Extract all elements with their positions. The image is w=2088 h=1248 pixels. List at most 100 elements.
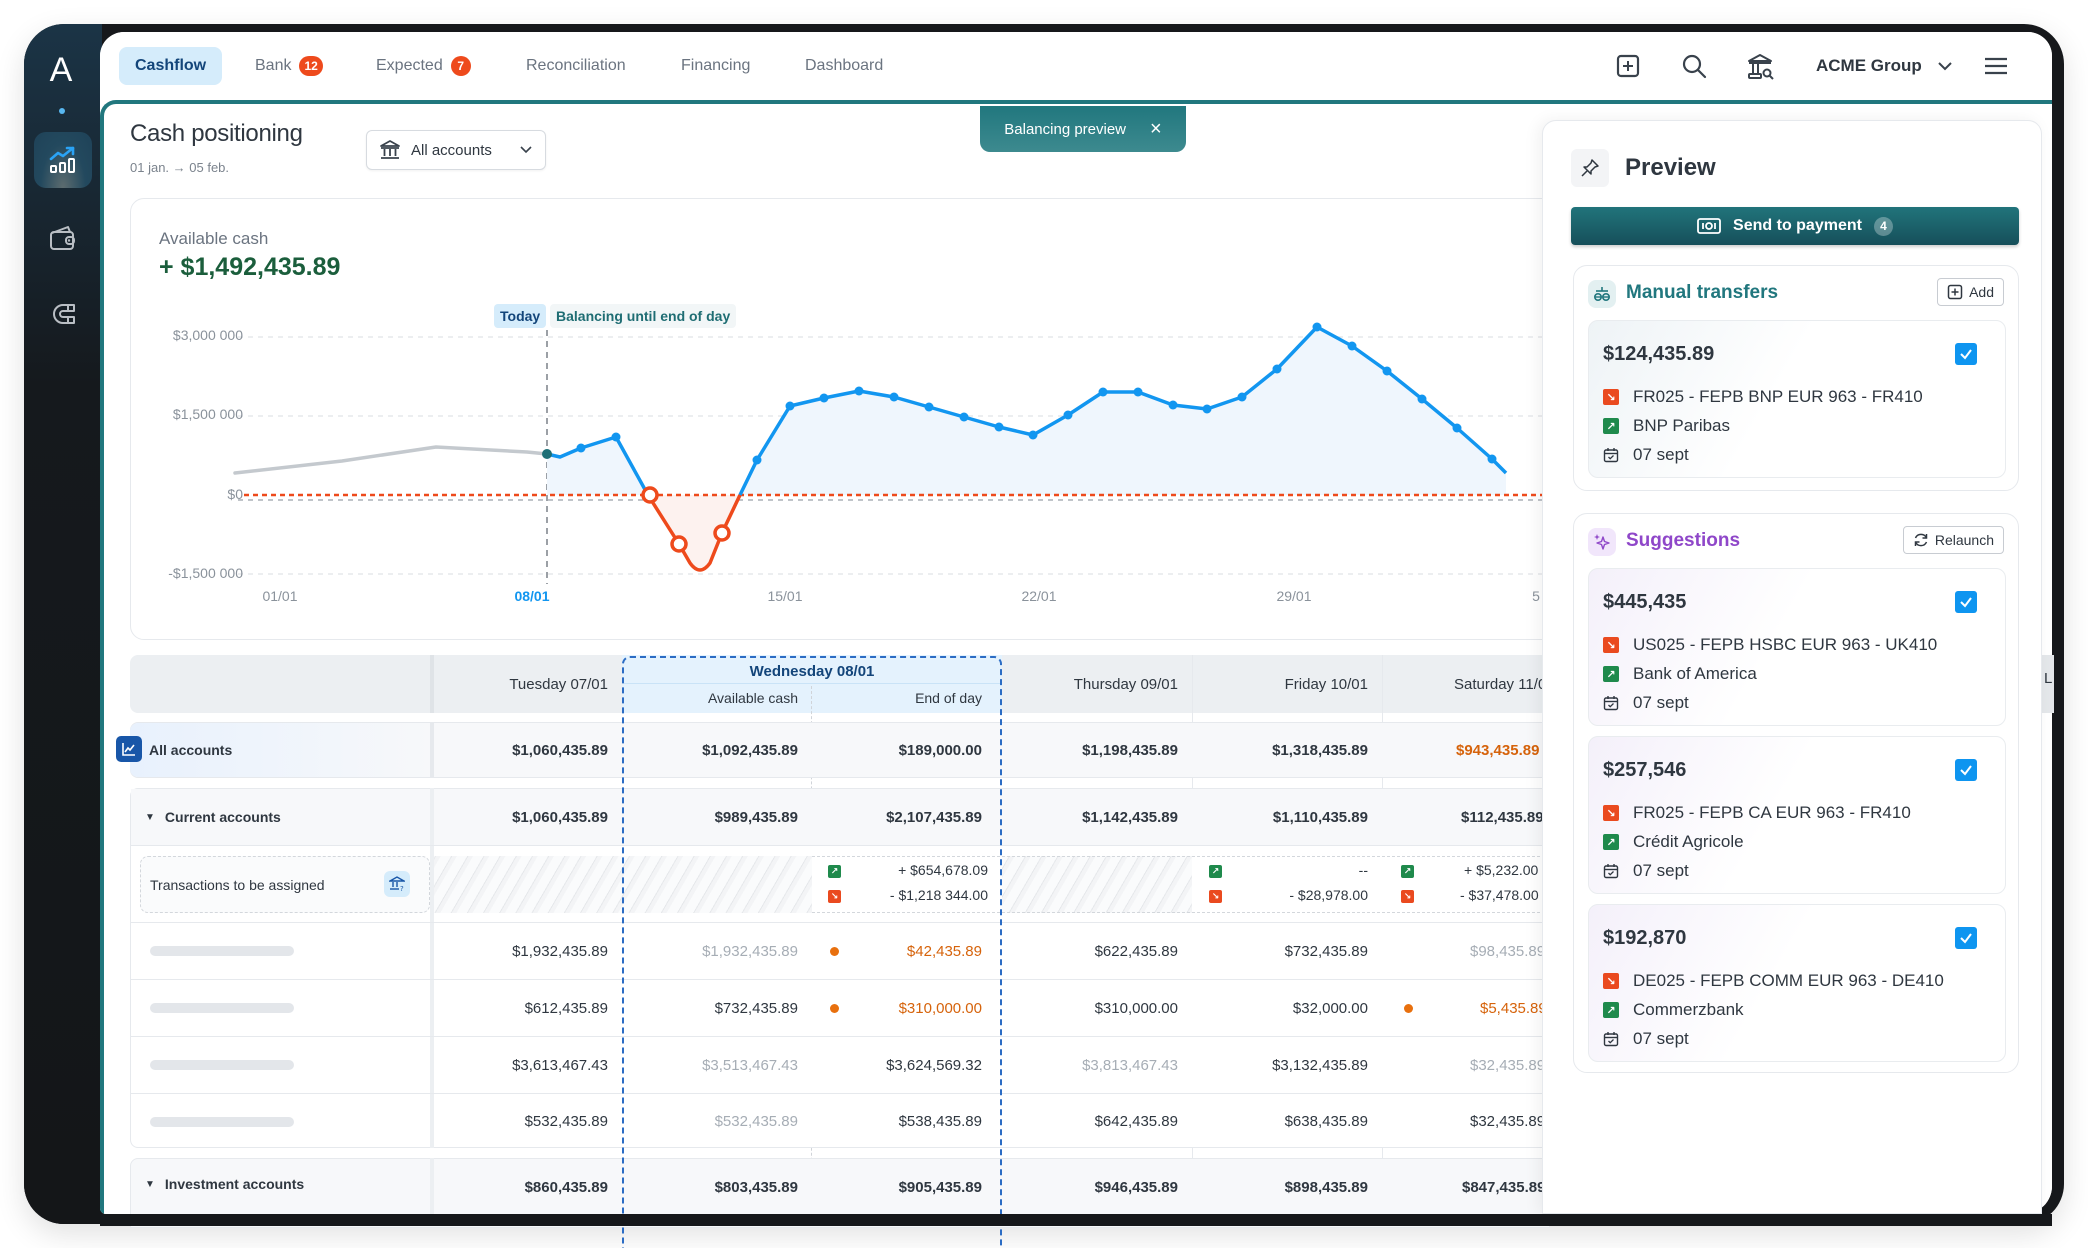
account-selector[interactable]: All accounts [366, 130, 546, 170]
column-header-friday[interactable]: Friday 10/01 [1284, 675, 1368, 693]
assign-bank-button[interactable]: ? [384, 871, 410, 897]
source-account: US025 - FEPB HSBC EUR 963 - UK410 [1633, 635, 1938, 654]
tab-reconciliation[interactable]: Reconciliation [510, 47, 642, 85]
current-accounts-toggle[interactable]: ▼ Current accounts [145, 789, 281, 845]
bank-search-button[interactable] [1746, 52, 1776, 82]
suggestion-checkbox[interactable] [1955, 927, 1977, 949]
scale-icon [1588, 280, 1616, 308]
row-label: Investment accounts [164, 1176, 305, 1192]
organization-switcher[interactable]: ACME Group [1816, 52, 1954, 80]
cell: $32,435.89 [1470, 1112, 1546, 1130]
suggestion-card[interactable]: $257,546 ↘ FR025 - FEPB CA EUR 963 - FR41… [1588, 736, 2006, 894]
suggestion-date: 07 sept [1603, 861, 1689, 881]
calendar-check-icon [1603, 864, 1619, 879]
cell: $3,813,467.43 [1082, 1056, 1178, 1074]
preview-panel: Preview Send to payment 4 Manual transfe… [1542, 120, 2042, 1214]
add-button[interactable] [1614, 52, 1642, 80]
transfer-date: 07 sept [1603, 445, 1689, 465]
close-icon[interactable]: × [1150, 117, 1162, 140]
incoming-arrow-icon: ↗ [1603, 1002, 1619, 1018]
sidebar-item-wallet[interactable] [34, 210, 92, 266]
chevron-down-icon [1938, 62, 1952, 71]
tab-dashboard[interactable]: Dashboard [789, 47, 899, 85]
tab-bank[interactable]: Bank 12 [239, 47, 339, 85]
cell: $989,435.89 [714, 808, 798, 826]
transfer-source: ↘ FR025 - FEPB BNP EUR 963 - FR410 [1603, 387, 1923, 407]
send-to-payment-button[interactable]: Send to payment 4 [1571, 207, 2019, 245]
date-value: 07 sept [1633, 445, 1689, 464]
row-label: Transactions to be assigned [150, 876, 325, 893]
app-logo[interactable]: A [49, 51, 73, 89]
cell: $847,435.89 [1462, 1178, 1546, 1196]
cell: $538,435.89 [898, 1112, 982, 1130]
tab-expected[interactable]: Expected 7 [360, 47, 487, 85]
table-row-current-accounts[interactable] [131, 789, 1550, 845]
cell: $732,435.89 [1284, 942, 1368, 960]
transfer-card[interactable]: $124,435.89 ↘ FR025 - FEPB BNP EUR 963 -… [1588, 320, 2006, 478]
incoming-arrow-icon: ↗ [1603, 666, 1619, 682]
suggestion-source: ↘ US025 - FEPB HSBC EUR 963 - UK410 [1603, 635, 1937, 655]
current-accounts-group [130, 788, 1550, 1148]
manual-transfers-title: Manual transfers [1626, 282, 1779, 303]
search-icon [1682, 54, 1707, 79]
banknote-icon [1697, 218, 1721, 234]
cell: $642,435.89 [1094, 1112, 1178, 1130]
cell-outgoing: - $1,218 344.00 [889, 886, 988, 903]
suggestion-amount: $257,546 [1603, 759, 1687, 781]
line-chart-icon [122, 743, 135, 756]
x-tick: 15/01 [767, 588, 803, 604]
assign-row-border [812, 856, 1550, 913]
relaunch-button[interactable]: Relaunch [1902, 526, 2004, 554]
suggestion-card[interactable]: $445,435 ↘ US025 - FEPB HSBC EUR 963 - UK… [1588, 568, 2006, 726]
cell: $1,932,435.89 [512, 942, 608, 960]
magnet-icon [53, 304, 75, 324]
investment-accounts-toggle[interactable]: ▼ Investment accounts [145, 1158, 304, 1210]
suggestion-card[interactable]: $192,870 ↘ DE025 - FEPB COMM EUR 963 - DE… [1588, 904, 2006, 1062]
bank-search-icon [1748, 54, 1774, 80]
add-transfer-button[interactable]: Add [1937, 278, 2004, 306]
manual-transfers-section: Manual transfers Add $124,435.89 ↘ FR025… [1573, 265, 2019, 491]
tab-financing[interactable]: Financing [665, 47, 766, 85]
preview-title: Preview [1625, 154, 1716, 181]
row-label-bg [130, 723, 430, 777]
column-header-thursday[interactable]: Thursday 09/01 [1073, 675, 1178, 693]
transactions-to-assign-row[interactable] [140, 856, 430, 913]
row-divider [131, 1093, 1550, 1094]
cell: $1,060,435.89 [512, 808, 608, 826]
calendar-check-icon [1603, 448, 1619, 463]
transfer-checkbox[interactable] [1955, 343, 1977, 365]
sidebar [24, 24, 102, 1224]
relaunch-label: Relaunch [1934, 532, 1994, 548]
send-to-payment-label: Send to payment [1733, 217, 1862, 234]
cell: $532,435.89 [714, 1112, 798, 1130]
date-range[interactable]: 01 jan. → 05 feb. [130, 160, 230, 175]
column-header-tuesday[interactable]: Tuesday 07/01 [509, 675, 608, 693]
sidebar-item-cashflow[interactable] [34, 132, 92, 188]
cell: $1,092,435.89 [702, 741, 798, 759]
outgoing-arrow-icon: ↘ [828, 890, 841, 903]
organization-name: ACME Group [1816, 56, 1922, 75]
cell-warning: $310,000.00 [898, 999, 982, 1017]
tab-cashflow[interactable]: Cashflow [119, 47, 223, 85]
tab-label: Cashflow [135, 57, 207, 74]
cell: $1,060,435.89 [512, 741, 608, 759]
menu-button[interactable] [1982, 52, 2010, 80]
sidebar-item-magnet[interactable] [34, 286, 92, 342]
caret-down-icon: ▼ [145, 1178, 155, 1190]
column-header-saturday[interactable]: Saturday 11/0 [1454, 675, 1547, 693]
cell-outgoing: - $28,978.00 [1289, 886, 1368, 903]
suggestion-checkbox[interactable] [1955, 591, 1977, 613]
suggestion-amount: $192,870 [1603, 927, 1687, 949]
tab-label: Bank [255, 57, 292, 74]
cell: $3,613,467.43 [512, 1056, 608, 1074]
account-name-placeholder [150, 946, 294, 956]
search-button[interactable] [1680, 52, 1708, 80]
suggestion-checkbox[interactable] [1955, 759, 1977, 781]
column-header-wednesday[interactable]: Wednesday 08/01 [749, 662, 875, 680]
date-value: 07 sept [1633, 861, 1689, 880]
pin-button[interactable] [1571, 149, 1609, 187]
cell-outgoing: - $37,478.00 [1460, 886, 1539, 903]
balancing-preview-tab[interactable]: Balancing preview × [980, 106, 1186, 152]
cell: $32,435.89 [1470, 1056, 1546, 1074]
all-accounts-chart-toggle[interactable] [116, 736, 142, 762]
